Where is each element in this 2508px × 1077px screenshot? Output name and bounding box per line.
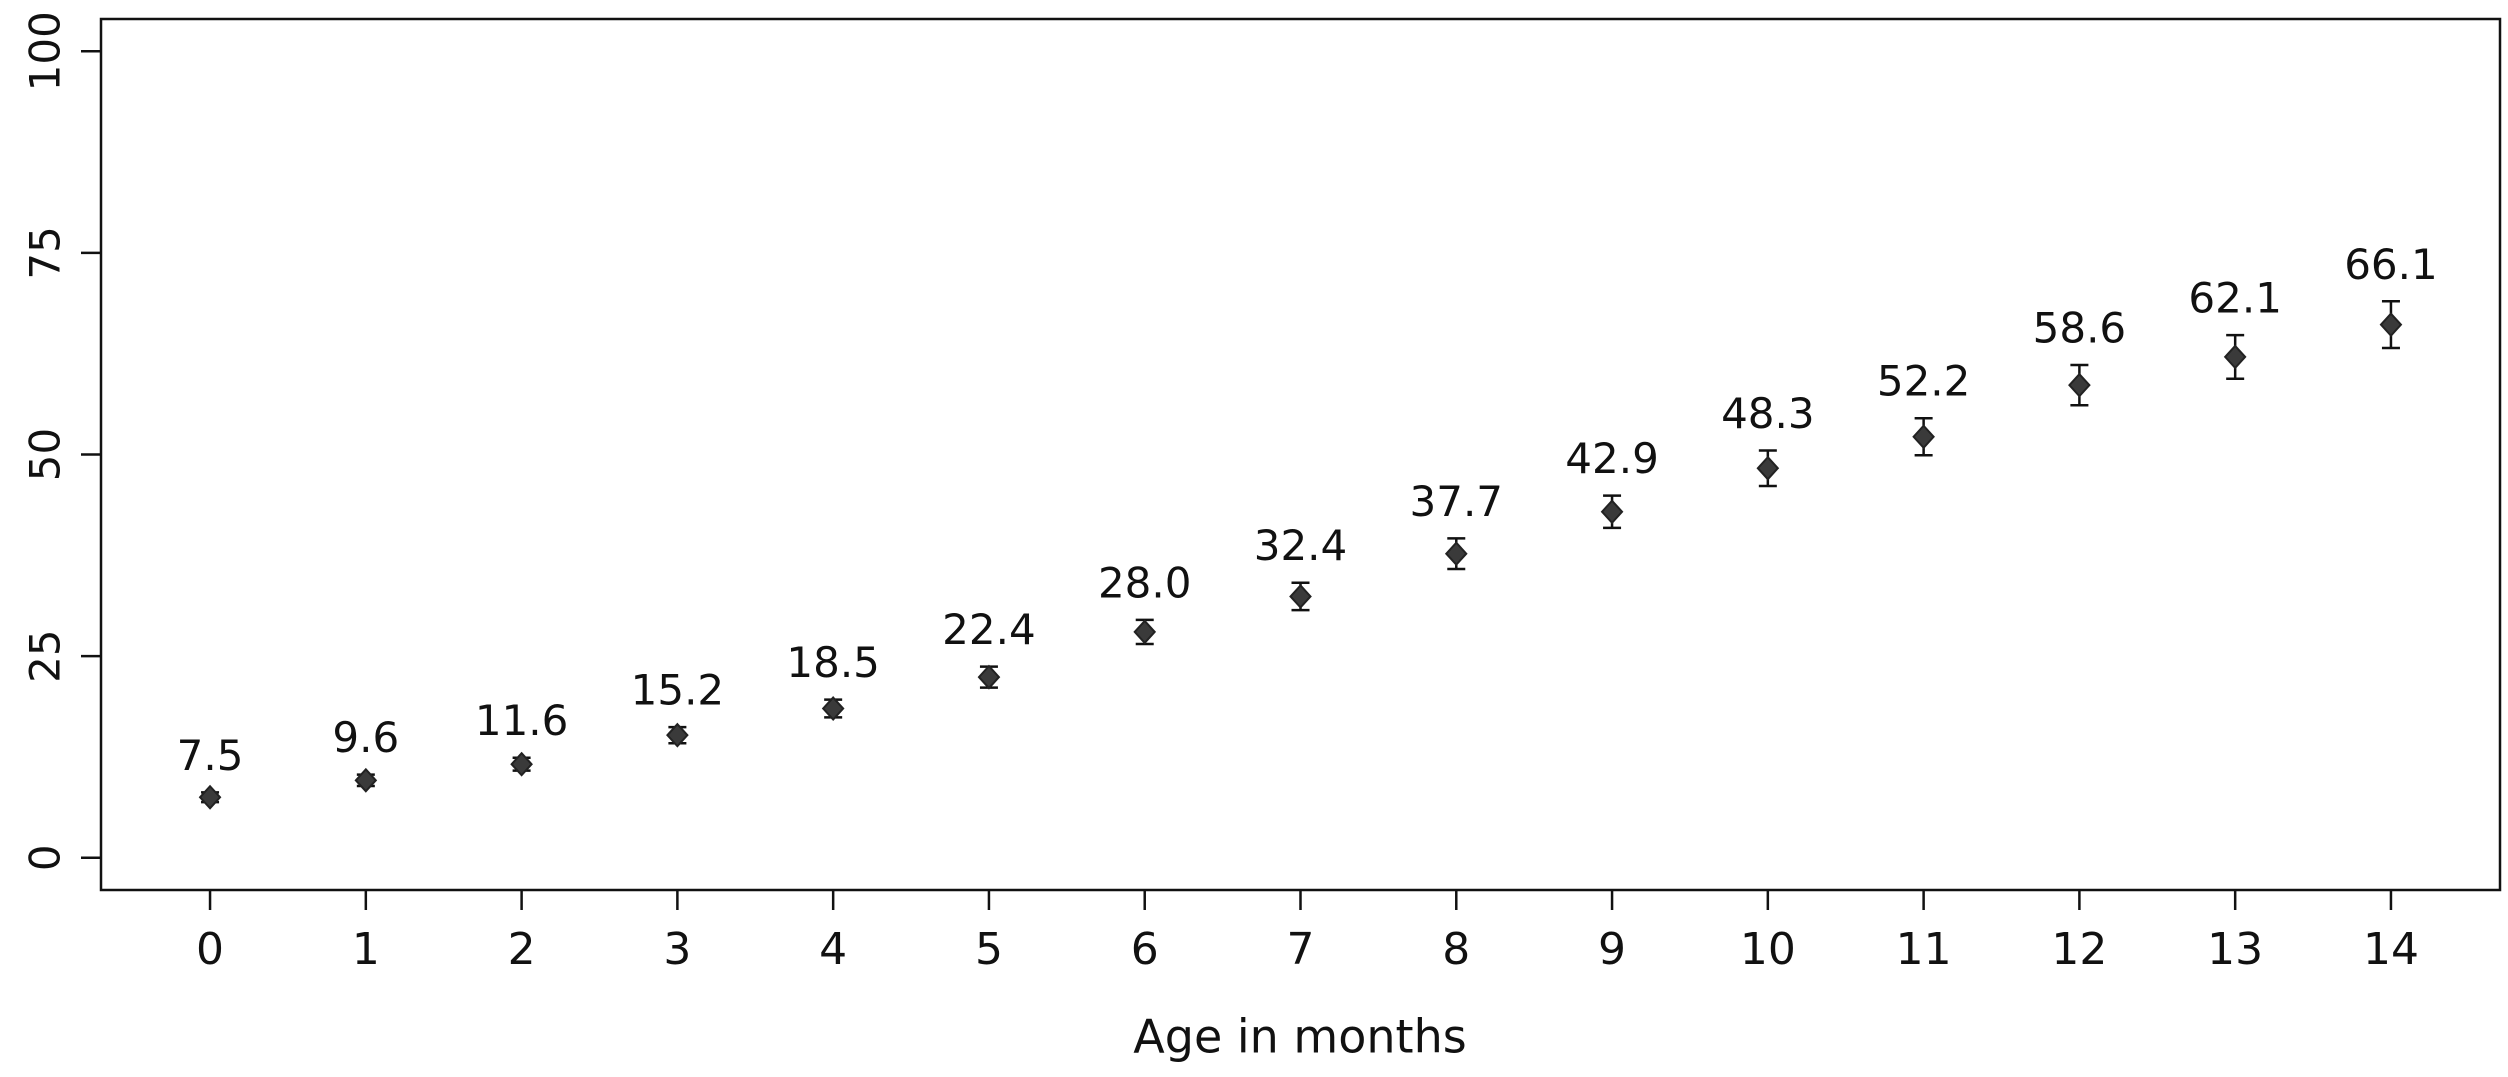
x-axis-title: Age in months	[1133, 1010, 1466, 1064]
point	[2379, 312, 2403, 338]
y-tick-label: 50	[21, 428, 70, 481]
data-label: 7.5	[177, 731, 244, 780]
data-label: 28.0	[1098, 558, 1192, 607]
data-label: 37.7	[1410, 477, 1504, 526]
point	[977, 664, 1001, 690]
x-tick-label: 7	[1287, 924, 1315, 975]
data-label: 58.6	[2033, 303, 2127, 352]
x-tick-label: 10	[1740, 924, 1796, 975]
x-tick-label: 5	[975, 924, 1003, 975]
data-label: 22.4	[942, 605, 1036, 654]
point	[1444, 541, 1468, 567]
data-label: 18.5	[786, 638, 880, 687]
x-tick-label: 3	[663, 924, 691, 975]
point	[2223, 344, 2247, 370]
y-tick-label: 0	[21, 844, 70, 871]
plot-box	[99, 17, 2502, 892]
point	[1912, 424, 1935, 450]
x-tick-label: 2	[508, 924, 536, 975]
data-label: 15.2	[631, 666, 725, 715]
x-tick-label: 4	[819, 924, 847, 975]
data-label: 48.3	[1721, 389, 1815, 438]
point	[1756, 455, 1780, 481]
x-tick-label: 13	[2207, 924, 2263, 975]
x-tick-label: 14	[2363, 924, 2419, 975]
data-label: 11.6	[475, 696, 569, 745]
point	[198, 784, 222, 810]
data-label: 66.1	[2344, 240, 2438, 289]
x-tick-label: 12	[2051, 924, 2107, 975]
x-tick-label: 8	[1442, 924, 1470, 975]
x-tick-label: 9	[1598, 924, 1626, 975]
point	[510, 751, 533, 777]
point	[1600, 499, 1624, 525]
data-label: 9.6	[332, 713, 399, 762]
y-tick-label: 75	[21, 226, 70, 279]
data-label: 52.2	[1877, 357, 1971, 406]
point	[821, 696, 845, 722]
x-tick-label: 1	[352, 924, 380, 975]
x-tick-label: 6	[1131, 924, 1159, 975]
point	[1133, 619, 1157, 645]
x-tick-label: 11	[1896, 924, 1952, 975]
point	[1289, 583, 1312, 609]
point	[666, 722, 689, 748]
x-tick-label: 0	[196, 924, 224, 975]
point	[354, 767, 378, 793]
data-label: 62.1	[2188, 274, 2282, 323]
data-label: 42.9	[1565, 434, 1659, 483]
y-tick-label: 25	[21, 629, 70, 682]
data-label: 32.4	[1254, 521, 1348, 570]
point	[2068, 372, 2091, 398]
y-tick-label: 100	[21, 11, 70, 91]
